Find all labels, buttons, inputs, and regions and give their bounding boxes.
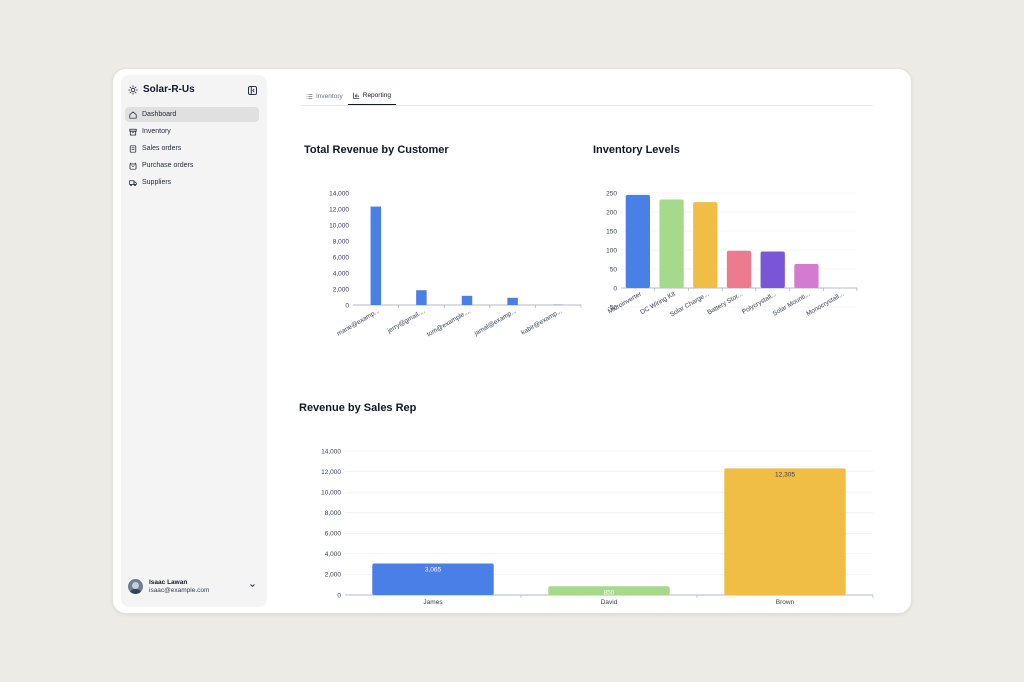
data-label: 12,305 [775,471,795,478]
list-icon [306,93,313,99]
y-tick-label: 6,000 [325,531,342,538]
y-tick-label: 12,000 [321,469,341,476]
tab-inventory[interactable]: Inventory [301,87,348,105]
sidebar-item-purchase-orders[interactable]: Purchase orders [125,158,259,173]
y-tick-label: 0 [345,302,349,309]
tab-label: Inventory [316,92,343,100]
sidebar-nav: Dashboard Inventory Sales orders Purchas… [125,107,259,192]
x-tick-label: Battery Stor... [706,291,744,317]
sidebar-item-label: Purchase orders [142,162,194,169]
bar [372,563,494,595]
y-tick-label: 2,000 [333,286,350,293]
receipt-icon [129,144,137,153]
chart-title-revenue-by-sales-rep: Revenue by Sales Rep [299,402,417,414]
sidebar-item-suppliers[interactable]: Suppliers [125,175,259,190]
x-tick-label: David [601,599,618,606]
y-tick-label: 100 [606,247,617,254]
home-icon [129,111,137,119]
sidebar-item-label: Inventory [142,128,171,135]
y-tick-label: 4,000 [333,270,350,277]
bar [726,250,752,288]
bar [693,202,718,288]
x-tick-label: jamal@examp... [472,308,517,338]
user-email: isaac@example.com [149,586,210,594]
chart-title-inventory-levels: Inventory Levels [593,144,680,156]
bar [461,295,473,305]
y-tick-label: 10,000 [321,489,341,496]
x-tick-label: Brown [776,599,795,606]
tab-reporting[interactable]: Reporting [347,87,396,105]
x-tick-label: tom@example.... [426,308,472,339]
y-tick-label: 0 [337,592,341,599]
y-tick-label: 250 [606,190,617,197]
y-tick-label: 14,000 [329,190,349,197]
bar [416,290,427,305]
sidebar-item-label: Sales orders [142,145,182,152]
chart-title-revenue-by-customer: Total Revenue by Customer [304,144,449,156]
y-tick-label: 8,000 [325,510,342,517]
truck-icon [129,179,137,186]
x-tick-label: James [423,599,443,606]
sidebar-item-inventory[interactable]: Inventory [125,124,259,139]
user-menu[interactable]: Isaac Lawan isaac@example.com [128,576,260,596]
x-tick-label: Monocrystall... [805,291,845,318]
sun-icon [128,84,138,95]
bar-chart-icon [353,92,360,99]
sidebar: Solar-R-Us Dashboard Inventory Sales ord… [121,75,267,607]
bar [659,199,684,288]
y-tick-label: 50 [610,266,618,273]
revenue-by-customer-chart: 0 2,000 4,000 6,000 8,000 10,000 12,000 14,000 m… [329,190,582,339]
bar [370,206,382,305]
x-tick-label: Microinverter [607,290,644,315]
box-icon [129,128,137,135]
avatar [128,578,143,594]
y-tick-label: 6,000 [333,254,350,261]
y-tick-label: 14,000 [321,448,341,455]
y-tick-label: 10,000 [329,222,349,229]
data-label: 850 [604,589,615,596]
app-window: Solar-R-Us Dashboard Inventory Sales ord… [112,68,912,614]
bag-icon [129,162,137,170]
bar [794,264,819,288]
bar [724,468,846,595]
bar [507,297,518,305]
x-tick-label: jerry@gmail.... [386,308,427,336]
bar [760,251,785,288]
y-tick-label: 2,000 [325,572,342,579]
app-name: Solar-R-Us [143,84,195,95]
y-tick-label: 0 [613,285,617,292]
y-tick-label: 200 [606,209,617,216]
sidebar-item-sales-orders[interactable]: Sales orders [125,141,259,156]
bar [625,194,650,288]
y-tick-label: 12,000 [329,206,349,213]
sidebar-item-label: Suppliers [142,179,172,186]
tab-label: Reporting [362,92,391,99]
brand[interactable]: Solar-R-Us [128,84,195,95]
tab-bar: Inventory Reporting [301,87,873,106]
y-tick-label: 150 [606,228,617,235]
x-tick-label: marie@examp... [336,308,381,338]
user-name: Isaac Lawan [149,578,188,586]
revenue-by-sales-rep-chart: 0 2,000 4,000 6,000 8,000 10,000 12,000 14,000 J… [321,448,874,606]
x-tick-label: kabir@examp... [520,308,563,337]
sidebar-item-dashboard[interactable]: Dashboard [125,107,259,122]
y-tick-label: 8,000 [333,238,350,245]
sidebar-item-label: Dashboard [142,111,177,118]
y-tick-label: 4,000 [325,551,342,558]
data-label: 3,065 [425,566,442,573]
chevron-down-icon[interactable] [249,582,256,589]
y-tick-label: -50 [608,304,618,311]
bar [548,586,670,595]
sidebar-collapse-icon[interactable] [248,86,257,95]
